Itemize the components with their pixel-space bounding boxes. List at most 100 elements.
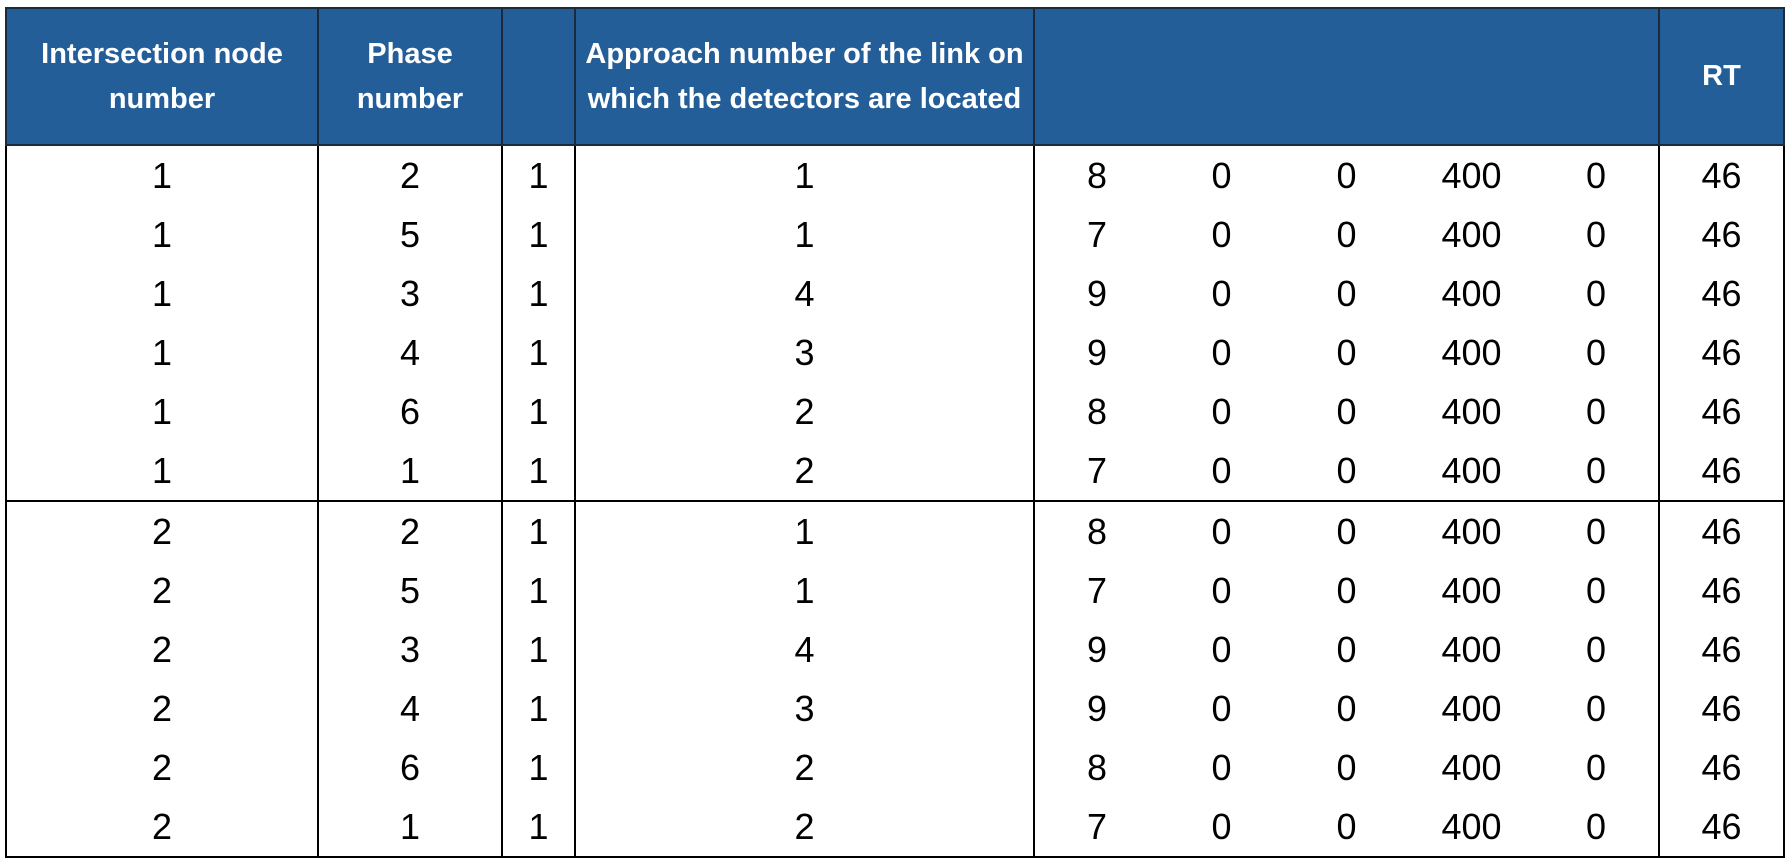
cell-value-4: 400: [1441, 390, 1502, 432]
cell-value-1: 7: [1033, 561, 1159, 620]
header-value-3: [1284, 7, 1409, 146]
cell-value-2: 0: [1159, 500, 1284, 561]
cell-value-1: 8: [1033, 500, 1159, 561]
cell-phase: 5: [317, 561, 503, 620]
table-body: 1 2 1 1 8 0 0 400 0 46 1 5 1 1 7 0 0 400 0 46 1 3 1 4 9 0 0 400 0 46 1…: [5, 144, 1785, 858]
cell-rt: 46: [1658, 561, 1785, 620]
cell-value-2: 0: [1211, 272, 1232, 314]
cell-approach: 4: [574, 620, 1035, 679]
cell-value-3: 0: [1284, 797, 1409, 858]
cell-approach: 1: [574, 205, 1035, 264]
cell-value-4: 400: [1441, 331, 1502, 373]
cell-rt: 46: [1658, 205, 1785, 264]
cell-blank: 1: [501, 738, 576, 797]
detector-table: Intersection node number Phase number Ap…: [5, 7, 1785, 858]
cell-node: 2: [5, 679, 319, 738]
cell-node: 1: [5, 323, 319, 382]
header-blank: [501, 7, 576, 146]
cell-rt: 46: [1658, 144, 1785, 205]
table-row: 1 5 1 1 7 0 0 400 0 46: [5, 205, 1785, 264]
cell-blank: 1: [501, 620, 576, 679]
cell-value-4: 400: [1409, 500, 1534, 561]
table-row: 1 1 1 2 7 0 0 400 0 46: [5, 441, 1785, 501]
cell-value-2: 0: [1211, 213, 1232, 255]
cell-value-5: 0: [1534, 441, 1660, 501]
cell-value-5: 0: [1534, 620, 1660, 679]
cell-node: 1: [5, 382, 319, 441]
cell-value-2: 0: [1211, 569, 1232, 611]
cell-value-3: 0: [1336, 628, 1357, 670]
cell-blank: 1: [501, 500, 576, 561]
cell-rt: 46: [1658, 441, 1785, 501]
cell-value-1: 8: [1033, 382, 1159, 441]
cell-phase: 3: [317, 264, 503, 323]
cell-value-3: 0: [1284, 144, 1409, 205]
table-row: 1 2 1 1 8 0 0 400 0 46: [5, 144, 1785, 205]
cell-blank: 1: [501, 441, 576, 501]
cell-phase: 6: [317, 382, 503, 441]
cell-value-2: 0: [1211, 687, 1232, 729]
cell-phase: 3: [317, 620, 503, 679]
cell-value-3: 0: [1336, 569, 1357, 611]
cell-value-5: 0: [1534, 323, 1660, 382]
cell-value-2: 0: [1211, 449, 1232, 491]
table-row: 2 1 1 2 7 0 0 400 0 46: [5, 797, 1785, 858]
table-container: Intersection node number Phase number Ap…: [5, 7, 1785, 858]
table-row: 1 6 1 2 8 0 0 400 0 46: [5, 382, 1785, 441]
cell-value-5: 0: [1534, 797, 1660, 858]
cell-approach: 2: [574, 738, 1035, 797]
cell-value-2: 0: [1211, 390, 1232, 432]
cell-value-4: 400: [1441, 628, 1502, 670]
cell-blank: 1: [501, 797, 576, 858]
cell-value-3: 0: [1336, 746, 1357, 788]
cell-node: 2: [5, 620, 319, 679]
cell-value-5: 0: [1534, 205, 1660, 264]
table-row: 2 2 1 1 8 0 0 400 0 46: [5, 500, 1785, 561]
cell-value-1: 9: [1033, 679, 1159, 738]
cell-rt: 46: [1658, 738, 1785, 797]
cell-value-2: 0: [1159, 144, 1284, 205]
cell-blank: 1: [501, 679, 576, 738]
cell-node: 1: [5, 264, 319, 323]
cell-rt: 46: [1658, 500, 1785, 561]
cell-node: 2: [5, 738, 319, 797]
cell-phase: 5: [317, 205, 503, 264]
cell-value-3: 0: [1336, 213, 1357, 255]
cell-phase: 4: [317, 323, 503, 382]
cell-value-3: 0: [1336, 390, 1357, 432]
cell-blank: 1: [501, 264, 576, 323]
cell-value-4: 400: [1441, 272, 1502, 314]
cell-approach: 3: [574, 323, 1035, 382]
cell-value-1: 7: [1033, 797, 1159, 858]
cell-approach: 1: [574, 144, 1035, 205]
cell-value-3: 0: [1284, 500, 1409, 561]
cell-value-5: 0: [1534, 144, 1660, 205]
header-phase: Phase number: [317, 7, 503, 146]
cell-value-2: 0: [1211, 331, 1232, 373]
cell-blank: 1: [501, 561, 576, 620]
cell-rt: 46: [1658, 679, 1785, 738]
cell-value-5: 0: [1534, 561, 1660, 620]
cell-node: 1: [5, 441, 319, 501]
table-row: 2 6 1 2 8 0 0 400 0 46: [5, 738, 1785, 797]
cell-phase: 1: [317, 441, 503, 501]
cell-value-2: 0: [1159, 797, 1284, 858]
cell-value-1: 8: [1033, 738, 1159, 797]
cell-value-1: 9: [1033, 264, 1159, 323]
cell-rt: 46: [1658, 264, 1785, 323]
cell-node: 2: [5, 797, 319, 858]
cell-phase: 6: [317, 738, 503, 797]
header-row: Intersection node number Phase number Ap…: [5, 7, 1785, 146]
cell-value-4: 400: [1441, 449, 1502, 491]
cell-approach: 2: [574, 797, 1035, 858]
cell-phase: 4: [317, 679, 503, 738]
header-value-4: [1409, 7, 1534, 146]
table-row: 2 5 1 1 7 0 0 400 0 46: [5, 561, 1785, 620]
header-value-5: [1534, 7, 1660, 146]
table-row: 2 3 1 4 9 0 0 400 0 46: [5, 620, 1785, 679]
cell-blank: 1: [501, 382, 576, 441]
cell-approach: 3: [574, 679, 1035, 738]
table-row: 1 3 1 4 9 0 0 400 0 46: [5, 264, 1785, 323]
cell-blank: 1: [501, 323, 576, 382]
cell-node: 2: [5, 561, 319, 620]
